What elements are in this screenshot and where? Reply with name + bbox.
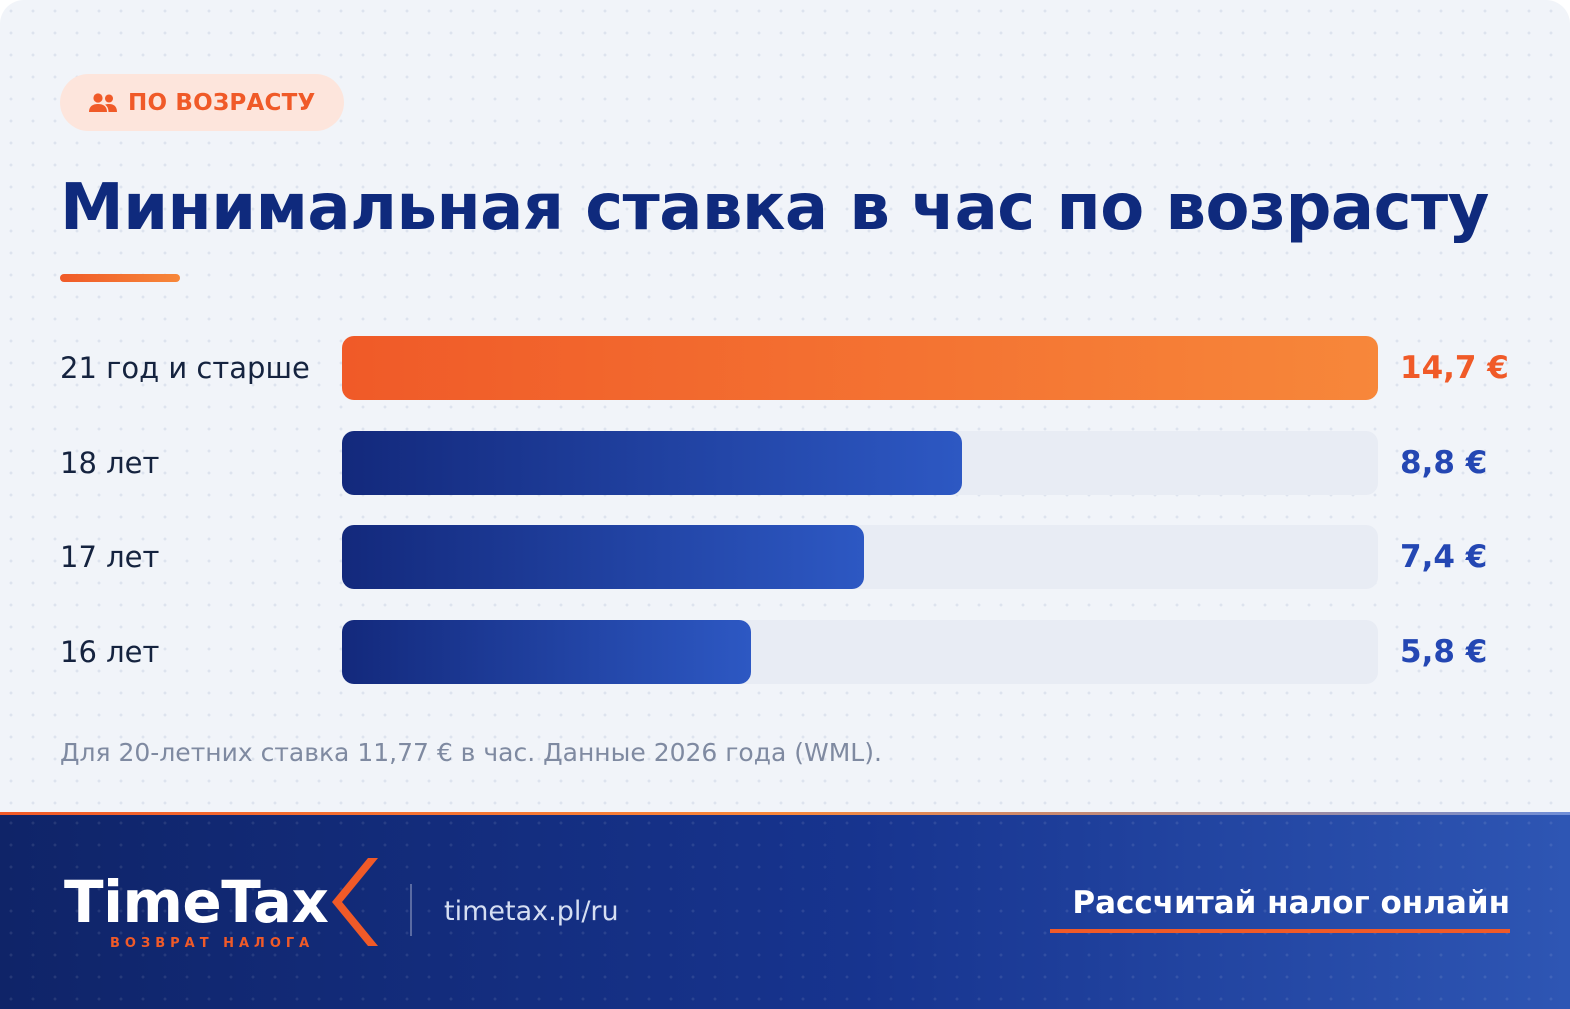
bar [342,620,751,684]
bar [342,336,1378,400]
bar [342,525,864,589]
logo-wordmark: TimeTax [64,868,329,936]
bar-label: 18 лет [60,446,160,480]
page-title: Минимальная ставка в час по возрасту [60,171,1489,245]
logo-chevron-icon [332,858,378,946]
people-icon [89,92,117,112]
calculate-tax-link[interactable]: Рассчитай налог онлайн [1050,885,1510,933]
category-badge: ПО ВОЗРАСТУ [60,74,344,131]
timetax-logo[interactable]: TimeTax ВОЗВРАТ НАЛОГА [64,858,384,958]
bar [342,431,962,495]
footer-divider [410,884,412,936]
bar-track [342,525,1378,589]
bar-value-label: 5,8 € [1400,634,1488,670]
footer-accent-line [0,812,1570,815]
bar-track [342,336,1378,400]
website-link[interactable]: timetax.pl/ru [444,896,619,927]
bar-value-label: 8,8 € [1400,445,1488,481]
bar-value-label: 7,4 € [1400,539,1488,575]
footer [0,812,1570,1009]
title-underline [60,274,180,282]
bar-label: 16 лет [60,635,160,669]
badge-label: ПО ВОЗРАСТУ [128,89,316,116]
bar-value-label: 14,7 € [1400,350,1509,386]
bar-label: 21 год и старше [60,351,310,385]
bar-label: 17 лет [60,540,160,574]
logo-tagline: ВОЗВРАТ НАЛОГА [110,936,315,951]
footnote: Для 20-летних ставка 11,77 € в час. Данн… [60,738,882,767]
bar-track [342,620,1378,684]
bar-track [342,431,1378,495]
